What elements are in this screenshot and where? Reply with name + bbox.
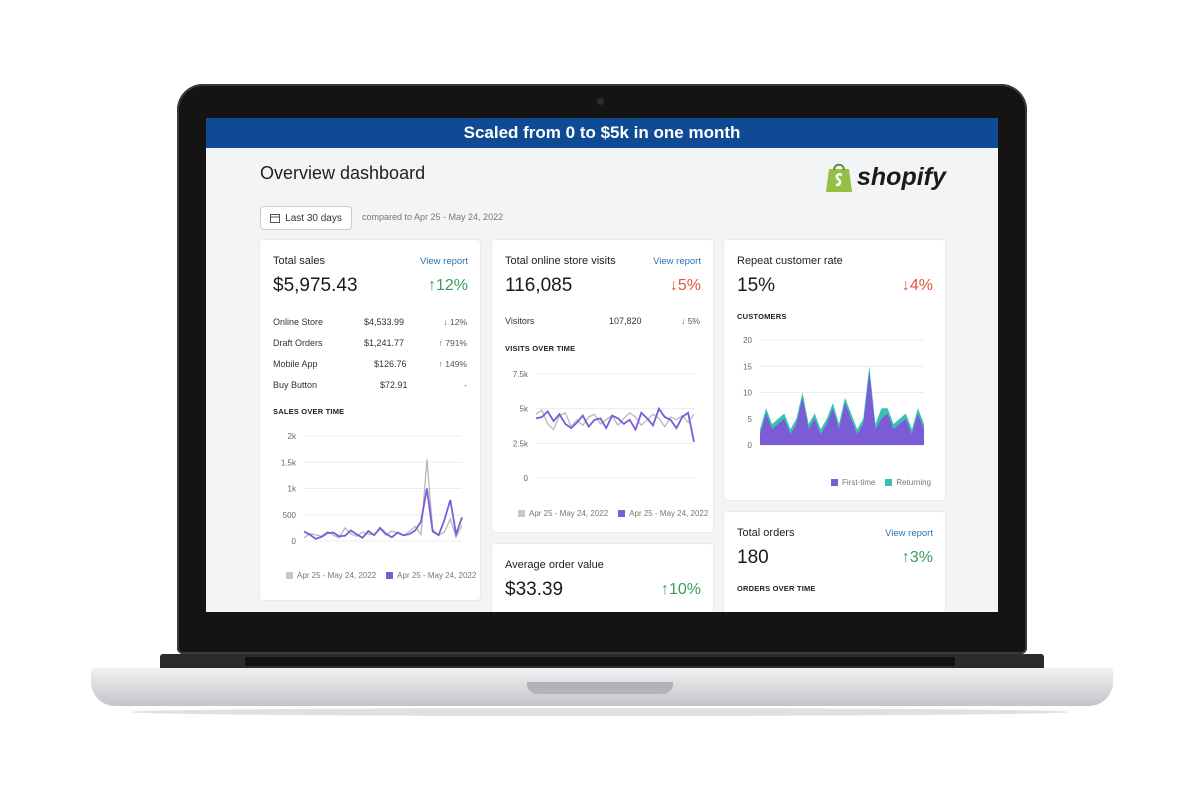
compare-text: compared to Apr 25 - May 24, 2022 (362, 212, 504, 222)
chart-legend: Apr 25 - May 24, 2022 Apr 25 - May 24, 2… (518, 509, 708, 518)
page-title: Overview dashboard (260, 163, 426, 183)
card-title: Total orders (737, 527, 795, 539)
camera (597, 98, 604, 105)
series-line-previous (303, 459, 463, 539)
customers-chart: 0 5 10 15 20 (743, 336, 924, 450)
legend-swatch-first (831, 479, 838, 486)
legend-label: Returning (896, 478, 932, 487)
view-report-link[interactable]: View report (420, 256, 468, 267)
series-line-current (303, 488, 463, 540)
row-label: Buy Button (273, 380, 318, 390)
y-tick-label: 1k (288, 485, 297, 494)
y-tick-label: 2.5k (513, 439, 529, 448)
row-label: Draft Orders (273, 338, 323, 348)
repeat-rate-value: 15% (737, 275, 776, 296)
visits-over-time-chart: 0 2.5k 5k 7.5k (513, 370, 695, 483)
shopify-logo: shopify (825, 161, 946, 193)
laptop-notch (527, 682, 673, 694)
row-change: ↓ 5% (681, 316, 700, 326)
visits-card: Total online store visits View report 11… (492, 240, 713, 532)
series-line-previous (535, 409, 695, 431)
aov-change: ↑10% (660, 581, 701, 598)
chart-title: ORDERS OVER TIME (737, 584, 816, 593)
view-report-link[interactable]: View report (653, 256, 701, 267)
chart-title: VISITS OVER TIME (505, 344, 576, 353)
y-tick-label: 0 (292, 537, 297, 546)
visits-change: ↓5% (669, 277, 701, 294)
row-label: Online Store (273, 317, 324, 327)
legend-swatch-returning (885, 479, 893, 486)
row-value: $1,241.77 (364, 338, 405, 348)
card-title: Repeat customer rate (737, 255, 843, 267)
row-change: - (464, 380, 467, 390)
legend-swatch-cur (386, 572, 394, 579)
row-value: $72.91 (380, 380, 408, 390)
total-sales-change: ↑12% (427, 277, 468, 294)
y-tick-label: 15 (743, 362, 752, 371)
series-line-current (535, 406, 695, 443)
y-tick-label: 20 (743, 336, 752, 345)
total-sales-value: $5,975.43 (273, 275, 358, 296)
orders-value: 180 (737, 547, 769, 568)
total-orders-card: Total orders View report 180 ↑3% ORDERS … (724, 512, 945, 612)
date-range-label: Last 30 days (285, 212, 342, 224)
y-tick-label: 0 (524, 474, 529, 483)
repeat-customer-card: Repeat customer rate 15% ↓4% CUSTOMERS 0… (724, 240, 945, 500)
aov-value: $33.39 (505, 579, 564, 600)
sales-over-time-chart: 0 500 1k 1.5k 2k (281, 432, 463, 546)
date-range-button[interactable]: Last 30 days (260, 206, 352, 230)
row-label: Mobile App (273, 359, 318, 369)
legend-swatch-prev (286, 572, 293, 579)
view-report-link[interactable]: View report (885, 528, 933, 539)
y-tick-label: 500 (283, 511, 297, 520)
screen: Scaled from 0 to $5k in one month Overvi… (206, 118, 998, 612)
card-title: Total sales (273, 255, 325, 267)
chart-legend: First-time Returning (831, 478, 931, 487)
y-tick-label: 10 (743, 389, 752, 398)
legend-swatch-prev (518, 510, 525, 517)
total-sales-card: Total sales View report $5,975.43 ↑12% O… (260, 240, 480, 600)
y-tick-label: 7.5k (513, 370, 529, 379)
y-tick-label: 1.5k (281, 458, 297, 467)
headline-banner: Scaled from 0 to $5k in one month (206, 118, 998, 148)
shopify-bag-icon (826, 163, 852, 192)
card-title: Total online store visits (505, 255, 616, 267)
orders-change: ↑3% (901, 549, 933, 566)
row-label: Visitors (505, 316, 535, 326)
y-tick-label: 2k (288, 432, 297, 441)
visits-value: 116,085 (505, 275, 573, 296)
row-value: 107,820 (609, 316, 642, 326)
aov-card: Average order value $33.39 ↑10% (492, 544, 713, 612)
chart-title: CUSTOMERS (737, 312, 787, 321)
row-change: ↑ 149% (438, 359, 467, 369)
card-title: Average order value (505, 559, 604, 571)
legend-label: Apr 25 - May 24, 2022 (529, 509, 609, 518)
legend-label: Apr 25 - May 24, 2022 (297, 571, 377, 580)
keyboard-strip (245, 657, 955, 666)
repeat-rate-change: ↓4% (901, 277, 933, 294)
row-value: $126.76 (374, 359, 407, 369)
laptop-shadow (130, 708, 1070, 716)
laptop-lid: Scaled from 0 to $5k in one month Overvi… (177, 84, 1027, 654)
chart-legend: Apr 25 - May 24, 2022 Apr 25 - May 24, 2… (286, 571, 476, 580)
y-tick-label: 5k (520, 405, 529, 414)
series-area-first-time (760, 371, 924, 445)
chart-title: SALES OVER TIME (273, 407, 345, 416)
row-value: $4,533.99 (364, 317, 405, 327)
legend-label: Apr 25 - May 24, 2022 (397, 571, 477, 580)
y-tick-label: 0 (748, 441, 753, 450)
row-change: ↑ 791% (438, 338, 467, 348)
legend-swatch-cur (618, 510, 626, 517)
calendar-icon (270, 214, 281, 223)
y-tick-label: 5 (748, 415, 753, 424)
logo-wordmark: shopify (857, 162, 946, 191)
legend-label: First-time (842, 478, 876, 487)
legend-label: Apr 25 - May 24, 2022 (629, 509, 709, 518)
row-change: ↓ 12% (443, 317, 467, 327)
